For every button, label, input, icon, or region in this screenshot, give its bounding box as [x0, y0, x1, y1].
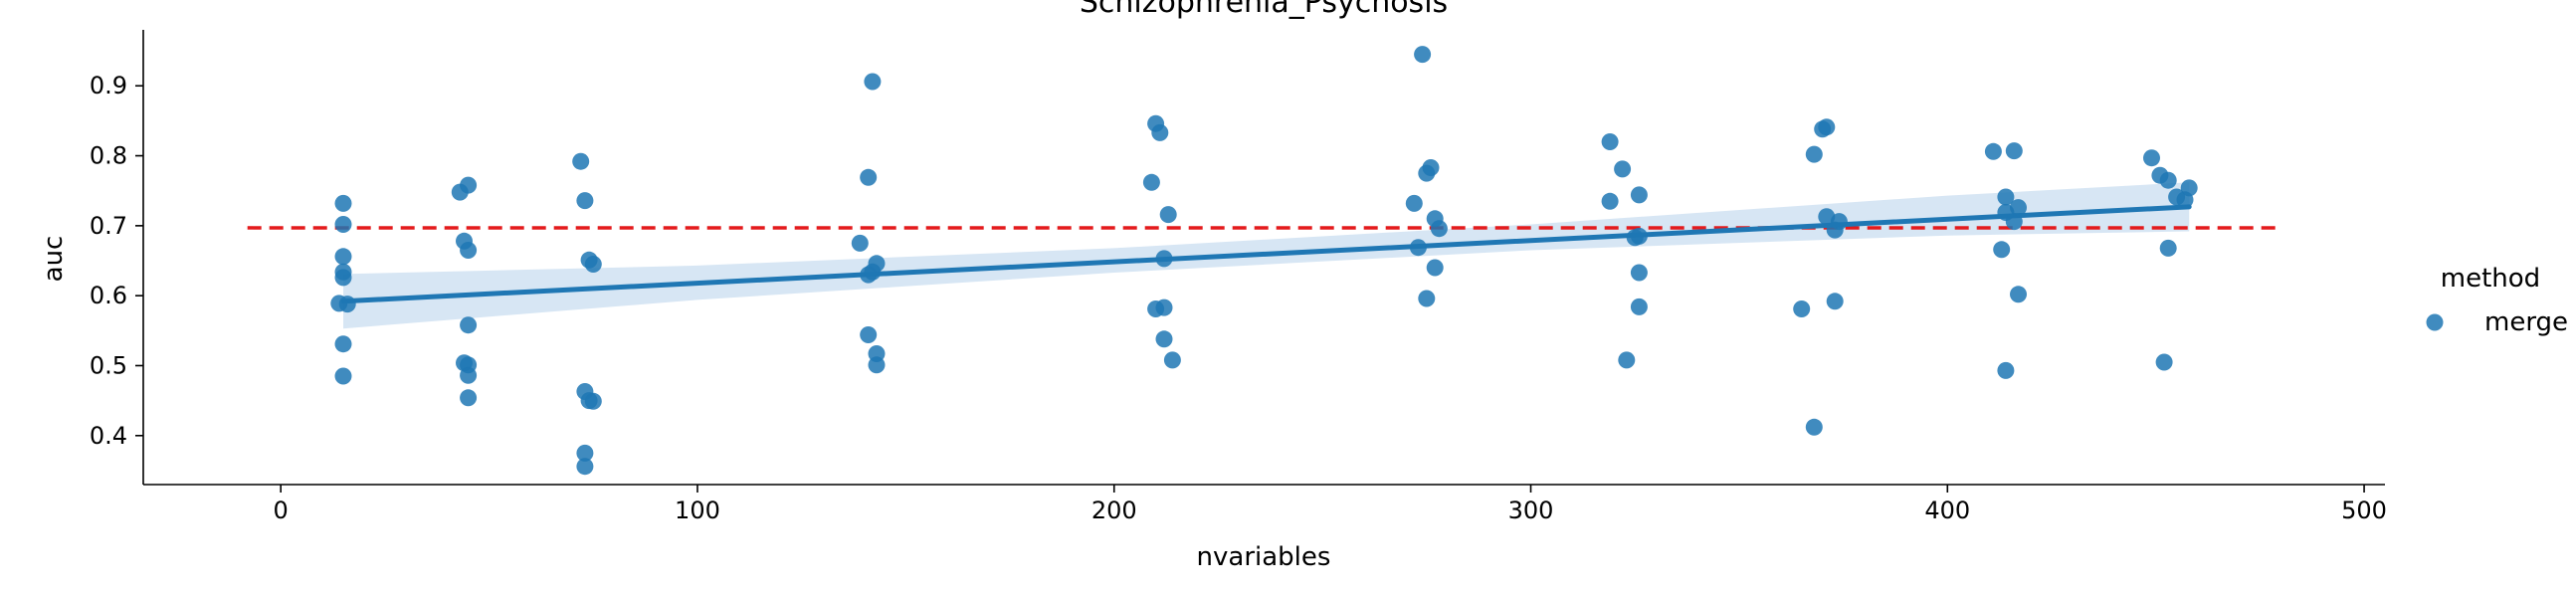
data-point	[334, 335, 352, 353]
data-point	[1993, 241, 2011, 259]
data-point	[1151, 123, 1169, 141]
y-tick-label: 0.5	[90, 351, 127, 379]
data-point	[460, 176, 478, 194]
chart-title: Schizophrenia_Psychosis	[1080, 0, 1448, 20]
data-point	[1409, 239, 1427, 257]
x-tick-label: 300	[1508, 497, 1554, 524]
y-tick-label: 0.6	[90, 282, 127, 309]
data-point	[576, 192, 594, 210]
data-point	[1405, 194, 1423, 212]
data-point	[334, 216, 352, 233]
y-tick-label: 0.8	[90, 142, 127, 170]
data-point	[576, 444, 594, 462]
data-point	[864, 73, 882, 91]
x-axis-label: nvariables	[1197, 542, 1331, 572]
data-point	[1997, 361, 2015, 379]
data-point	[2005, 213, 2023, 231]
data-point	[1155, 250, 1173, 268]
y-tick-label: 0.7	[90, 212, 127, 240]
y-axis-label: auc	[39, 236, 69, 283]
data-point	[2143, 149, 2160, 167]
x-tick-label: 100	[675, 497, 720, 524]
legend: method merge	[2426, 264, 2568, 337]
data-point	[1630, 186, 1648, 204]
regression-line-layer	[340, 204, 2192, 304]
data-point	[1826, 293, 1844, 310]
data-point	[1614, 160, 1632, 178]
data-points	[330, 46, 2198, 476]
y-ticks: 0.4 0.5 0.6 0.7 0.8 0.9	[90, 72, 143, 450]
data-point	[1805, 145, 1823, 163]
data-point	[1418, 290, 1436, 307]
data-point	[1818, 118, 1836, 136]
data-point	[584, 392, 602, 410]
data-point	[460, 316, 478, 334]
data-point	[338, 296, 356, 313]
x-tick-label: 500	[2341, 497, 2387, 524]
data-point	[851, 234, 869, 252]
data-point	[1418, 164, 1436, 182]
data-point	[460, 242, 478, 259]
data-point	[2159, 239, 2177, 257]
data-point	[572, 152, 590, 170]
data-point	[334, 269, 352, 287]
data-point	[584, 256, 602, 273]
data-point	[1163, 351, 1181, 369]
data-point	[2159, 171, 2177, 189]
data-point	[1805, 418, 1823, 436]
x-ticks: 0 100 200 300 400 500	[274, 485, 2387, 524]
data-point	[1984, 142, 2002, 160]
data-point	[860, 266, 878, 284]
data-point	[1793, 300, 1811, 317]
x-tick-label: 0	[274, 497, 289, 524]
y-tick-label: 0.9	[90, 72, 127, 100]
data-point	[1630, 298, 1648, 315]
x-tick-label: 400	[1924, 497, 1970, 524]
data-point	[1630, 227, 1648, 245]
data-point	[1618, 351, 1636, 369]
data-point	[334, 248, 352, 266]
legend-title: method	[2441, 264, 2540, 294]
data-point	[334, 194, 352, 212]
data-point	[860, 168, 878, 186]
legend-marker-merge	[2426, 313, 2444, 331]
data-point	[860, 326, 878, 343]
data-point	[460, 366, 478, 384]
data-point	[868, 356, 886, 374]
data-point	[1155, 330, 1173, 348]
legend-entry-merge: merge	[2484, 307, 2568, 337]
data-point	[1997, 188, 2015, 206]
data-point	[1630, 264, 1648, 282]
data-point	[2010, 286, 2027, 303]
regression-line	[340, 204, 2192, 304]
data-point	[1414, 46, 1432, 64]
data-point	[1601, 192, 1619, 210]
data-point	[1142, 173, 1160, 191]
data-point	[1426, 259, 1444, 277]
data-point	[2005, 142, 2023, 160]
data-point	[1601, 133, 1619, 150]
data-point	[1430, 220, 1448, 238]
data-point	[1159, 206, 1177, 224]
data-point	[2176, 191, 2194, 209]
data-point	[576, 458, 594, 476]
y-tick-label: 0.4	[90, 422, 127, 450]
data-point	[460, 389, 478, 407]
data-point	[1155, 298, 1173, 316]
data-point	[1826, 221, 1844, 239]
x-tick-label: 200	[1091, 497, 1137, 524]
data-point	[2155, 353, 2173, 371]
data-point	[334, 367, 352, 385]
